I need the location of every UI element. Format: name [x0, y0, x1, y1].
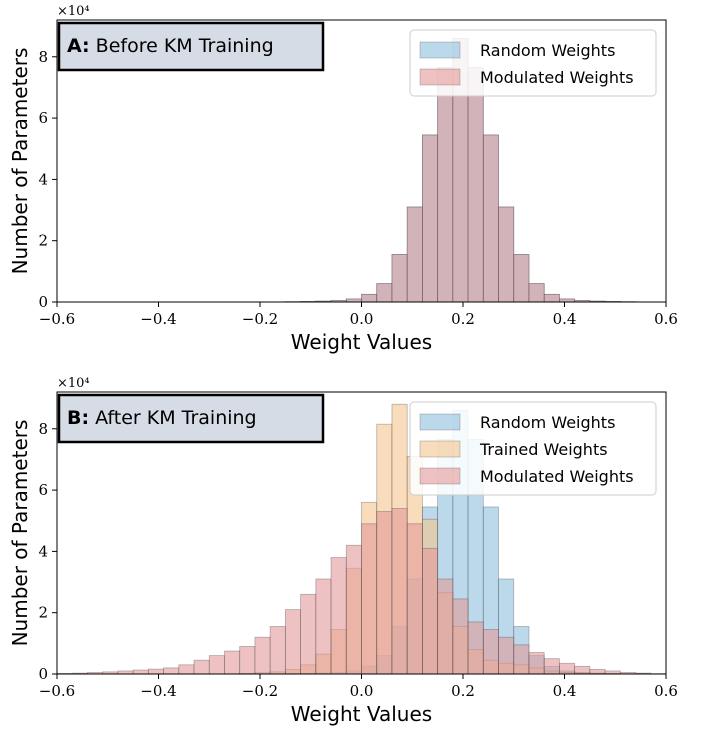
y-tick-label: 4	[38, 170, 48, 188]
histogram-bar	[422, 135, 437, 302]
y-tick-label: 2	[38, 232, 48, 250]
x-tick-label: −0.2	[242, 682, 278, 700]
x-axis-label: Weight Values	[291, 702, 432, 726]
histogram-bar	[575, 666, 590, 674]
panel-title-text: B: After KM Training	[67, 407, 257, 429]
panel-title-label: Before KM Training	[96, 35, 274, 57]
histogram-bar	[483, 630, 498, 674]
legend-swatch	[420, 441, 460, 457]
y-scale-label: ×10⁴	[57, 376, 90, 391]
legend: Random Weights Modulated Weights	[410, 30, 656, 96]
histogram-bar	[316, 579, 331, 674]
x-tick-label: 0.4	[553, 682, 577, 700]
histogram-bar	[529, 284, 544, 302]
panel-title-prefix: B:	[67, 407, 89, 429]
histogram-bar	[392, 508, 407, 674]
series-modulated-weights	[57, 508, 666, 674]
legend-swatch	[420, 468, 460, 484]
y-tick-label: 2	[38, 604, 48, 622]
histogram-bar	[453, 599, 468, 674]
histogram-bar	[331, 558, 346, 674]
histogram-bar	[255, 637, 270, 674]
y-tick-label: 8	[38, 48, 48, 66]
y-tick-label: 0	[38, 665, 48, 683]
histogram-bar	[301, 594, 316, 674]
histogram-bar	[559, 663, 574, 674]
histogram-bar	[438, 579, 453, 674]
y-tick-label: 6	[38, 109, 48, 127]
histogram-bar	[346, 545, 361, 674]
histogram-bar	[179, 665, 194, 674]
legend-label: Modulated Weights	[480, 68, 634, 87]
x-tick-label: −0.4	[140, 682, 176, 700]
histogram-bar	[529, 653, 544, 674]
histogram-bar	[483, 135, 498, 302]
x-tick-label: −0.6	[39, 682, 75, 700]
x-tick-label: −0.6	[39, 310, 75, 328]
legend-swatch	[420, 414, 460, 430]
legend-label: Random Weights	[480, 41, 615, 60]
y-tick-label: 0	[38, 293, 48, 311]
histogram-bar	[148, 669, 163, 674]
histogram-bar	[468, 68, 483, 302]
x-tick-label: 0.6	[654, 310, 678, 328]
histogram-bar	[392, 254, 407, 302]
histogram-bar	[194, 660, 209, 674]
y-scale-label: ×10⁴	[57, 4, 90, 19]
x-tick-label: 0.0	[350, 310, 374, 328]
legend-label: Trained Weights	[479, 440, 608, 459]
histogram-bar	[377, 512, 392, 674]
y-tick-label: 4	[38, 542, 48, 560]
histogram-bar	[285, 610, 300, 674]
histogram-bar	[407, 207, 422, 302]
histogram-bar	[514, 645, 529, 674]
histogram-bar	[422, 548, 437, 674]
histogram-bar	[468, 622, 483, 674]
x-tick-label: −0.4	[140, 310, 176, 328]
histogram-bar	[209, 656, 224, 674]
histogram-bar	[362, 524, 377, 674]
x-tick-label: 0.2	[451, 310, 475, 328]
legend: Random Weights Trained Weights Modulated W…	[410, 402, 656, 495]
x-tick-label: −0.2	[242, 310, 278, 328]
histogram-bar	[544, 659, 559, 674]
y-tick-label: 8	[38, 420, 48, 438]
histogram-bar	[362, 294, 377, 302]
x-axis-label: Weight Values	[291, 330, 432, 354]
histogram-bar	[499, 637, 514, 674]
panel-title-label: After KM Training	[95, 407, 257, 429]
panel-b: −0.6 −0.4 −0.2 0.0 0.2 0.4 0.6 0 2 4 6 8 ×10⁴ Weight …	[8, 376, 678, 726]
histogram-bar	[270, 626, 285, 674]
panel-title-text: A: Before KM Training	[67, 35, 274, 57]
x-tick-label: 0.4	[553, 310, 577, 328]
x-tick-label: 0.6	[654, 682, 678, 700]
histogram-bar	[438, 68, 453, 302]
panel-title: A: Before KM Training	[59, 23, 323, 70]
legend-label: Modulated Weights	[480, 467, 634, 486]
panel-title: B: After KM Training	[59, 395, 323, 442]
legend-swatch	[420, 42, 460, 58]
x-tick-label: 0.0	[350, 682, 374, 700]
histogram-bar	[544, 294, 559, 302]
histogram-bar	[499, 207, 514, 302]
histogram-bar	[590, 669, 605, 674]
histogram-bar	[407, 524, 422, 674]
histogram-bar	[514, 254, 529, 302]
panel-title-prefix: A:	[67, 35, 90, 57]
y-tick-label: 6	[38, 481, 48, 499]
y-axis-label: Number of Parameters	[8, 420, 32, 647]
histogram-bar	[133, 670, 148, 674]
histogram-bar	[224, 651, 239, 674]
legend-label: Random Weights	[480, 413, 615, 432]
x-tick-label: 0.2	[451, 682, 475, 700]
y-axis-label: Number of Parameters	[8, 48, 32, 275]
histogram-bar	[240, 646, 255, 674]
histogram-bar	[164, 668, 179, 674]
legend-swatch	[420, 69, 460, 85]
panel-a: −0.6 −0.4 −0.2 0.0 0.2 0.4 0.6 0 2 4 6 8 ×10⁴ Weight …	[8, 4, 678, 354]
histogram-bar	[377, 284, 392, 302]
